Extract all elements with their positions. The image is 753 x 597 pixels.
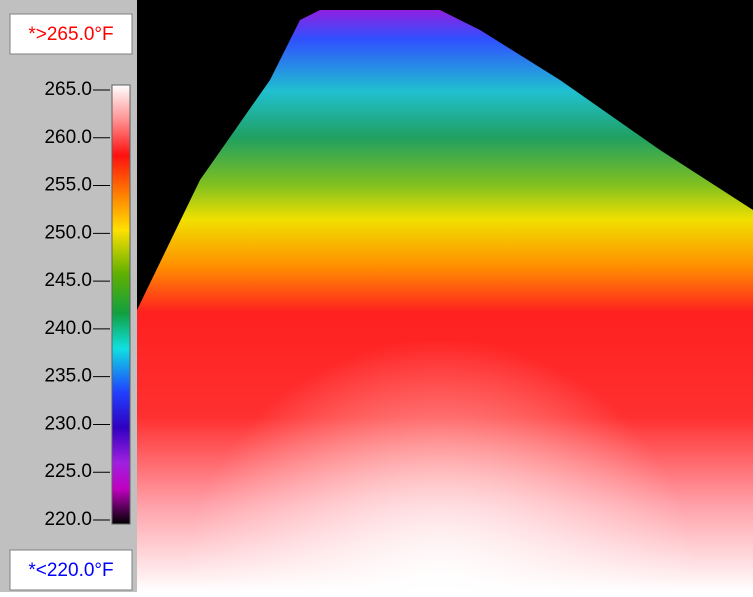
tick-label: 240.0 <box>44 318 92 339</box>
tick-label: 255.0 <box>44 175 92 196</box>
lower-limit-label: *<220.0°F <box>28 560 113 581</box>
tick-label: 230.0 <box>44 413 92 434</box>
tick-label: 225.0 <box>44 461 92 482</box>
tick-label: 260.0 <box>44 127 92 148</box>
tick-label: 235.0 <box>44 366 92 387</box>
upper-limit-label: *>265.0°F <box>28 24 113 45</box>
thermal-viewer: *>265.0°F *<220.0°F 265.0 260.0 255.0 250.0… <box>0 0 753 592</box>
tick-label: 250.0 <box>44 222 92 243</box>
color-scale <box>112 85 130 524</box>
tick-label: 220.0 <box>44 509 92 530</box>
tick-label: 245.0 <box>44 270 92 291</box>
tick-label: 265.0 <box>44 79 92 100</box>
